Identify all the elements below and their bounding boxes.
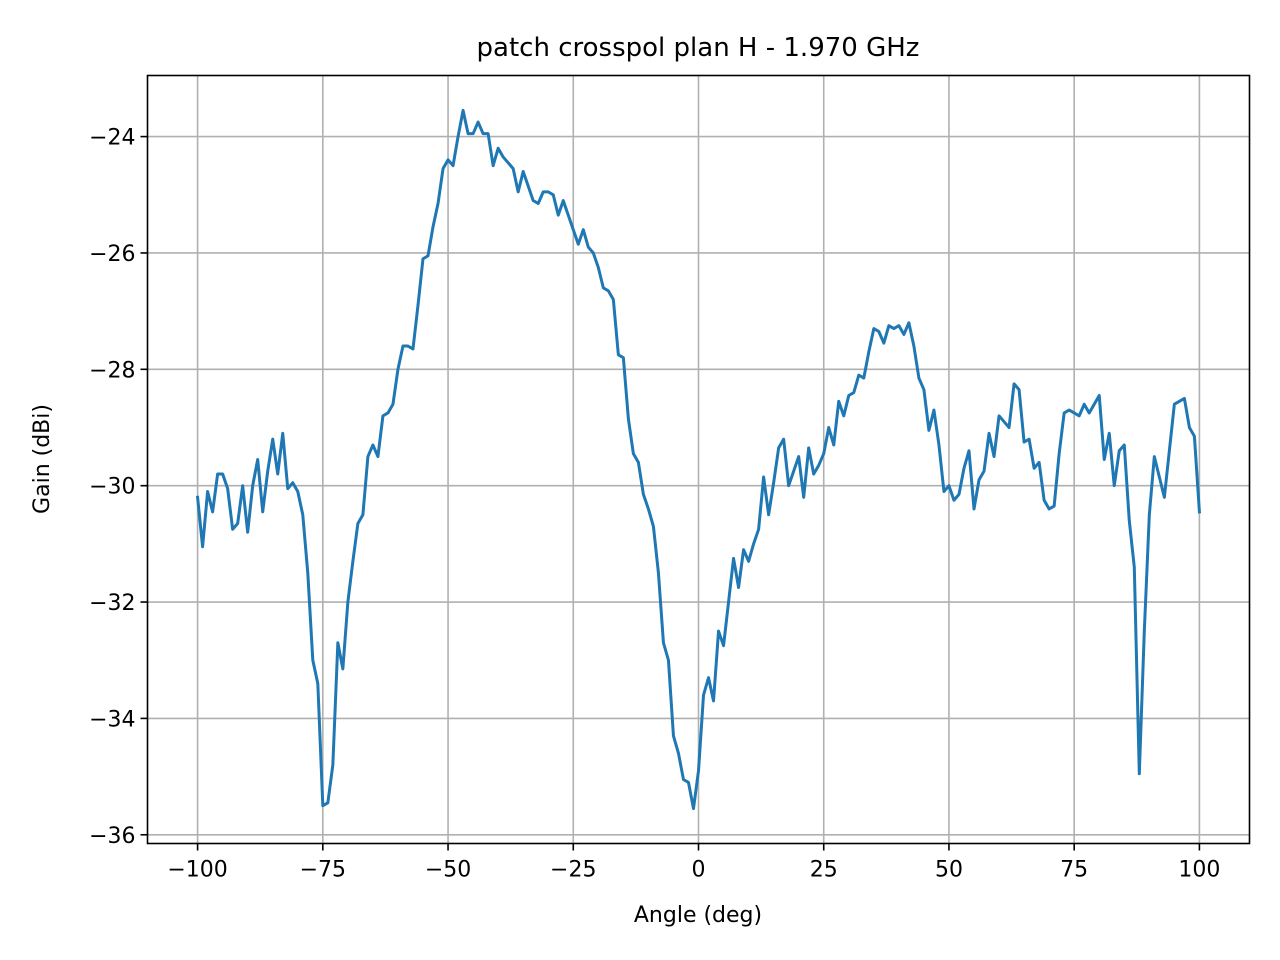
x-axis-label: Angle (deg) [634, 903, 762, 928]
grid [147, 75, 1250, 844]
x-tick-label: 0 [692, 858, 706, 883]
plot-area [195, 108, 1202, 811]
x-tick-label: 100 [1178, 858, 1220, 883]
y-tick-label: −36 [89, 824, 135, 849]
y-axis-label: Gain (dBi) [30, 404, 55, 514]
series-line-0 [195, 108, 1202, 811]
x-axis: −100 −75 −50 −25 0 25 50 75 100 [167, 843, 1220, 883]
y-tick-label: −28 [89, 358, 135, 383]
y-axis: −36 −34 −32 −30 −28 −26 −24 [89, 126, 148, 849]
x-tick-label: −50 [425, 858, 471, 883]
x-tick-label: −25 [550, 858, 596, 883]
x-tick-label: 75 [1060, 858, 1088, 883]
y-tick-label: −30 [89, 475, 135, 500]
y-tick-label: −24 [89, 126, 135, 151]
chart-title: patch crosspol plan H - 1.970 GHz [477, 33, 920, 63]
x-tick-label: 50 [935, 858, 963, 883]
x-tick-label: −100 [167, 858, 227, 883]
y-tick-label: −34 [89, 707, 135, 732]
y-tick-label: −26 [89, 242, 135, 267]
y-tick-label: −32 [89, 591, 135, 616]
x-tick-label: −75 [300, 858, 346, 883]
x-tick-label: 25 [810, 858, 838, 883]
